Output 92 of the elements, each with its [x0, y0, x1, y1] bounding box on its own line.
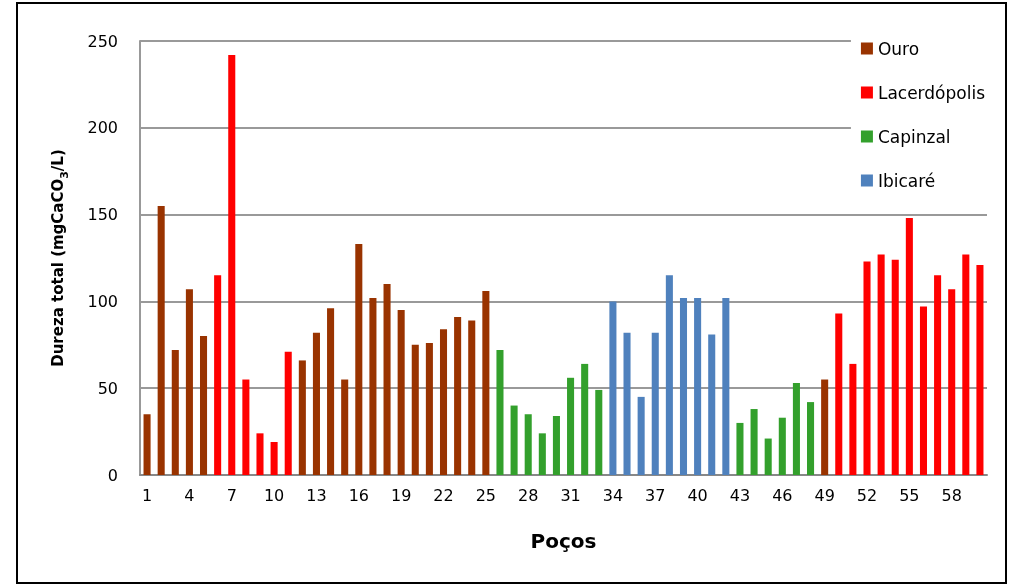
- bar: [538, 433, 546, 475]
- bar: [581, 363, 589, 475]
- bar: [369, 297, 377, 475]
- y-tick-label: 200: [87, 118, 118, 138]
- bar: [214, 275, 222, 475]
- bar: [482, 290, 490, 475]
- bar: [948, 289, 956, 475]
- bar: [863, 261, 871, 475]
- bar: [454, 317, 462, 475]
- x-tick-label: 43: [729, 485, 751, 505]
- x-tick-label: 58: [941, 485, 962, 505]
- bar: [595, 389, 603, 475]
- bar: [383, 284, 391, 475]
- bar: [679, 297, 688, 475]
- bar: [934, 275, 942, 475]
- bar: [327, 308, 335, 475]
- x-tick-label: 25: [475, 485, 497, 505]
- bar: [157, 205, 165, 475]
- bar: [425, 343, 433, 475]
- bar: [962, 254, 970, 475]
- bar: [143, 414, 151, 475]
- y-tick-label: 250: [87, 31, 118, 51]
- bar: [807, 402, 815, 475]
- bar: [651, 332, 659, 475]
- x-tick-label: 37: [645, 485, 666, 505]
- y-axis-title: Dureza total (mgCaCO3/L): [49, 149, 71, 367]
- bar: [609, 301, 617, 475]
- x-axis-title: Poços: [530, 529, 597, 553]
- y-tick-label: 100: [87, 291, 118, 311]
- x-tick-label: 19: [390, 485, 412, 505]
- bar: [355, 244, 363, 475]
- y-tick-label: 0: [107, 465, 118, 485]
- bar: [849, 363, 857, 475]
- x-tick-label: 13: [306, 485, 327, 505]
- bar: [256, 433, 264, 475]
- x-tick-label: 46: [772, 485, 793, 505]
- bar: [567, 377, 575, 475]
- x-tick-label: 55: [899, 485, 920, 505]
- y-tick-label: 50: [97, 378, 118, 398]
- bar: [397, 310, 405, 475]
- bar: [312, 332, 320, 475]
- bar: [722, 297, 730, 475]
- x-tick-label: 16: [348, 485, 369, 505]
- x-tick-label: 28: [518, 485, 539, 505]
- x-tick-label: 7: [226, 485, 237, 505]
- bar: [411, 344, 419, 475]
- bar: [284, 351, 292, 475]
- bar: [778, 417, 786, 475]
- bar: [792, 382, 800, 475]
- legend-label: Capinzal: [877, 126, 951, 147]
- bar: [524, 414, 532, 475]
- bar: [835, 313, 843, 475]
- legend-label: Lacerdópolis: [877, 82, 986, 103]
- bar: [764, 438, 772, 475]
- x-tick-label: 4: [184, 485, 195, 505]
- bar: [877, 254, 885, 475]
- bar: [270, 442, 278, 475]
- bar: [694, 297, 702, 475]
- bar: [439, 329, 448, 475]
- bar: [821, 379, 829, 475]
- bar: [552, 415, 560, 475]
- bar: [242, 379, 250, 475]
- bar: [298, 360, 306, 475]
- bar: [341, 379, 349, 475]
- x-tick-label: 31: [560, 485, 581, 505]
- x-tick-label: 10: [263, 485, 285, 505]
- bar: [200, 336, 208, 475]
- x-tick-label: 22: [433, 485, 454, 505]
- x-tick-label: 52: [856, 485, 878, 505]
- bar: [919, 306, 927, 475]
- bar: [496, 350, 504, 475]
- bar: [468, 320, 476, 475]
- bar: [905, 218, 913, 475]
- bar: [171, 350, 179, 475]
- bar: [637, 396, 645, 475]
- bar: [623, 332, 631, 475]
- legend-label: Ibicaré: [877, 170, 936, 191]
- bar: [510, 405, 518, 475]
- bar: [708, 334, 716, 475]
- bar: [976, 264, 984, 475]
- bar: [185, 289, 193, 475]
- x-tick-label: 49: [814, 485, 835, 505]
- x-tick-label: 40: [687, 485, 708, 505]
- bar: [228, 54, 236, 475]
- bar: [665, 275, 673, 475]
- bar: [891, 259, 899, 475]
- x-tick-label: 34: [602, 485, 624, 505]
- y-tick-label: 150: [87, 205, 118, 225]
- bar: [736, 422, 744, 475]
- x-tick-label: 1: [141, 485, 153, 505]
- bar: [750, 409, 758, 475]
- legend-label: Ouro: [877, 38, 920, 59]
